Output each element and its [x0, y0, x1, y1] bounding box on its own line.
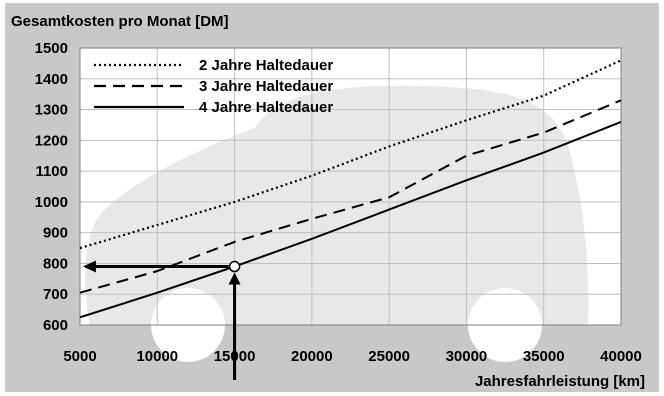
- y-tick-label: 1100: [35, 163, 68, 180]
- legend-label-2: 3 Jahre Haltedauer: [199, 78, 333, 95]
- y-tick-label: 600: [43, 317, 68, 334]
- x-tick-label: 40000: [600, 348, 642, 365]
- x-tick-label: 20000: [291, 348, 333, 365]
- y-tick-label: 1400: [35, 71, 68, 88]
- x-tick-label: 35000: [523, 348, 565, 365]
- y-tick-label: 700: [43, 286, 68, 303]
- y-tick-label: 900: [43, 225, 68, 242]
- x-axis-label: Jahresfahrleistung [km]: [475, 373, 645, 390]
- legend-label-3: 4 Jahre Haltedauer: [199, 99, 333, 116]
- x-tick-label: 30000: [446, 348, 488, 365]
- y-tick-label: 1500: [35, 40, 68, 57]
- y-tick-label: 1000: [35, 194, 68, 211]
- legend-label-1: 2 Jahre Haltedauer: [199, 57, 333, 74]
- chart-title: Gesamtkosten pro Monat [DM]: [11, 13, 229, 30]
- x-tick-label: 10000: [136, 348, 178, 365]
- y-tick-label: 1300: [35, 102, 68, 119]
- y-tick-label: 1200: [35, 132, 68, 149]
- annotation-marker: [230, 262, 240, 272]
- x-tick-label: 5000: [63, 348, 96, 365]
- x-tick-label: 25000: [368, 348, 410, 365]
- y-tick-label: 800: [43, 255, 68, 272]
- x-tick-label: 15000: [214, 348, 256, 365]
